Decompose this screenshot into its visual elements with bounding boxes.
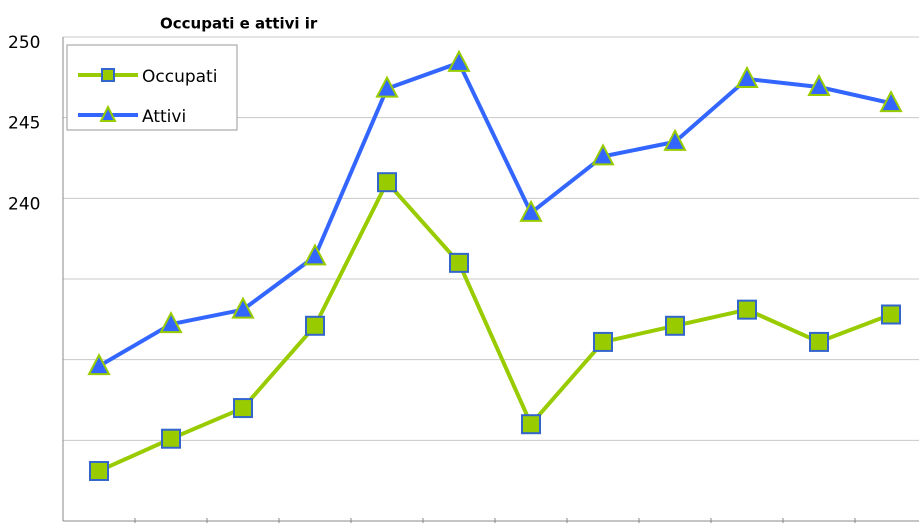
y-tick-label: 245 xyxy=(8,114,40,134)
marker xyxy=(377,172,397,193)
marker xyxy=(591,143,615,166)
marker xyxy=(305,315,325,336)
legend-label: Attivi xyxy=(142,107,186,127)
marker xyxy=(737,299,757,320)
marker xyxy=(735,65,759,88)
marker xyxy=(303,243,327,266)
marker xyxy=(233,398,253,419)
marker xyxy=(881,304,901,325)
y-tick-label: 250 xyxy=(8,33,40,53)
y-tick-label: 240 xyxy=(8,194,40,214)
series-line xyxy=(97,60,892,368)
marker xyxy=(663,128,687,151)
marker xyxy=(879,89,903,113)
legend-marker xyxy=(99,104,117,122)
marker xyxy=(447,49,471,72)
series-line xyxy=(98,180,892,473)
marker xyxy=(809,331,829,352)
marker xyxy=(159,311,183,334)
marker xyxy=(521,414,541,435)
chart-title: Occupati e attivi ir xyxy=(160,15,318,33)
marker xyxy=(519,199,543,222)
marker xyxy=(593,331,613,352)
marker xyxy=(449,252,469,273)
marker xyxy=(375,75,399,98)
marker xyxy=(665,315,685,336)
marker xyxy=(87,352,111,376)
legend-label: Occupati xyxy=(142,67,217,87)
marker xyxy=(89,460,109,481)
marker xyxy=(161,428,181,449)
marker xyxy=(807,73,831,97)
marker xyxy=(231,296,255,319)
legend-marker xyxy=(101,68,115,82)
